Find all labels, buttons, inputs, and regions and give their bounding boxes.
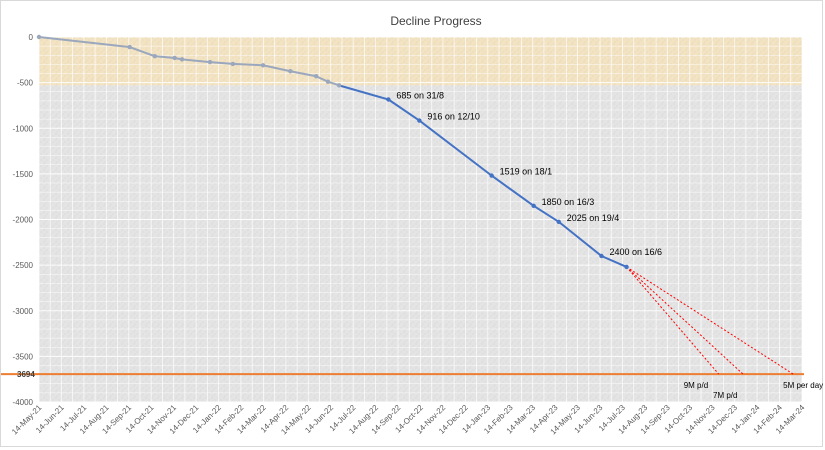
data-point: [599, 253, 604, 259]
data-point: [325, 79, 331, 84]
series-line-segment: [128, 46, 156, 58]
target-label: 3694: [17, 370, 35, 379]
y-tick-label: -3500: [13, 352, 34, 361]
y-tick-label: -3000: [13, 307, 34, 316]
y-tick-label: -2000: [13, 216, 34, 225]
series-line-segment: [338, 84, 390, 101]
projection-label: 9M p/d: [684, 381, 708, 390]
y-tick-label: -4000: [13, 398, 34, 407]
series-line-segment: [289, 70, 318, 78]
series-line-segment: [231, 62, 265, 67]
series-line-segment: [418, 119, 493, 177]
series-line-segment: [153, 55, 176, 59]
data-point: [489, 173, 494, 178]
y-tick-label: -1500: [13, 170, 34, 179]
data-point: [556, 219, 561, 224]
series-line-segment: [38, 36, 131, 49]
data-point: [336, 83, 342, 88]
data-point: [313, 74, 319, 79]
projection-label: 5M per day: [783, 381, 823, 390]
data-point: [36, 34, 42, 40]
data-point: [179, 57, 185, 62]
data-label: 1519 on 18/1: [500, 167, 553, 177]
data-label: 2400 on 16/6: [609, 247, 662, 257]
data-point: [207, 59, 213, 65]
y-tick-label: -2500: [13, 261, 34, 270]
data-point: [531, 203, 536, 209]
series-line-segment: [600, 255, 628, 268]
series-line-segment: [387, 98, 421, 122]
data-point: [172, 55, 177, 61]
data-point: [624, 264, 629, 270]
data-point: [152, 53, 157, 59]
data-point: [260, 63, 266, 68]
y-tick-label: -1000: [13, 124, 34, 133]
chart-title: Decline Progress: [390, 14, 481, 28]
series-line-segment: [490, 174, 535, 207]
data-label: 2025 on 19/4: [567, 213, 620, 223]
y-tick-label: 0: [29, 33, 34, 42]
data-label: 685 on 31/8: [396, 91, 444, 101]
series-line-segment: [262, 64, 292, 73]
projection-line: [626, 266, 720, 375]
projection-label: 7M p/d: [713, 391, 737, 400]
series-line-segment: [557, 220, 603, 257]
data-label: 916 on 12/10: [427, 112, 480, 122]
data-point: [288, 69, 293, 74]
data-point: [386, 97, 391, 102]
series-line-segment: [209, 61, 234, 65]
data-label: 1850 on 16/3: [542, 197, 595, 207]
data-point: [230, 61, 236, 67]
data-point: [127, 44, 132, 50]
series-line-segment: [181, 58, 212, 64]
projection-line: [626, 266, 794, 375]
data-point: [417, 118, 422, 123]
y-tick-label: -500: [17, 79, 34, 88]
series-line-segment: [532, 204, 560, 223]
